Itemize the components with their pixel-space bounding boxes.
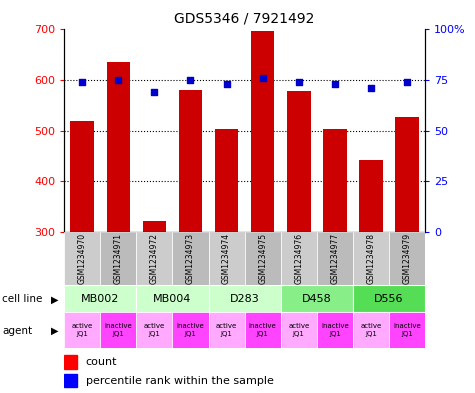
Text: D283: D283 xyxy=(230,294,259,304)
Bar xyxy=(215,129,238,384)
Text: GSM1234976: GSM1234976 xyxy=(294,233,303,284)
Point xyxy=(331,81,339,87)
Text: GSM1234978: GSM1234978 xyxy=(367,233,375,284)
Text: GSM1234971: GSM1234971 xyxy=(114,233,123,284)
Text: active
JQ1: active JQ1 xyxy=(144,323,165,337)
Text: active
JQ1: active JQ1 xyxy=(288,323,309,337)
Point xyxy=(295,79,303,85)
Bar xyxy=(353,232,389,285)
Bar xyxy=(251,31,275,384)
Point xyxy=(259,75,266,81)
Text: D458: D458 xyxy=(302,294,332,304)
Text: inactive
JQ1: inactive JQ1 xyxy=(393,323,421,337)
Text: GSM1234970: GSM1234970 xyxy=(78,233,86,284)
Bar xyxy=(64,285,136,312)
Bar xyxy=(389,312,425,348)
Text: GSM1234979: GSM1234979 xyxy=(403,233,411,284)
Bar xyxy=(281,285,353,312)
Text: D556: D556 xyxy=(374,294,404,304)
Text: active
JQ1: active JQ1 xyxy=(72,323,93,337)
Text: active
JQ1: active JQ1 xyxy=(361,323,381,337)
Text: GSM1234972: GSM1234972 xyxy=(150,233,159,284)
Bar xyxy=(395,117,419,384)
Bar xyxy=(64,355,77,369)
Text: inactive
JQ1: inactive JQ1 xyxy=(249,323,276,337)
Text: GSM1234977: GSM1234977 xyxy=(331,233,339,284)
Text: MB002: MB002 xyxy=(81,294,119,304)
Point xyxy=(78,79,86,85)
Text: MB004: MB004 xyxy=(153,294,191,304)
Text: ▶: ▶ xyxy=(51,326,59,336)
Bar xyxy=(142,221,166,384)
Bar xyxy=(64,374,77,387)
Bar xyxy=(172,312,209,348)
Bar xyxy=(64,312,100,348)
Bar xyxy=(64,232,100,285)
Text: ▶: ▶ xyxy=(51,294,59,305)
Bar xyxy=(70,121,94,384)
Text: count: count xyxy=(86,357,117,367)
Title: GDS5346 / 7921492: GDS5346 / 7921492 xyxy=(174,11,315,26)
Text: inactive
JQ1: inactive JQ1 xyxy=(321,323,349,337)
Bar xyxy=(136,312,172,348)
Bar xyxy=(136,285,209,312)
Bar xyxy=(100,232,136,285)
Text: cell line: cell line xyxy=(2,294,43,305)
Text: GSM1234973: GSM1234973 xyxy=(186,233,195,284)
Bar xyxy=(353,312,389,348)
Bar xyxy=(359,160,383,384)
Bar xyxy=(281,312,317,348)
Point xyxy=(151,89,158,95)
Point xyxy=(114,77,122,83)
Bar xyxy=(209,285,281,312)
Bar xyxy=(323,129,347,384)
Bar xyxy=(389,232,425,285)
Point xyxy=(187,77,194,83)
Bar xyxy=(209,232,245,285)
Text: GSM1234975: GSM1234975 xyxy=(258,233,267,284)
Bar xyxy=(179,90,202,384)
Bar xyxy=(245,232,281,285)
Bar xyxy=(172,232,209,285)
Text: agent: agent xyxy=(2,326,32,336)
Point xyxy=(223,81,230,87)
Text: GSM1234974: GSM1234974 xyxy=(222,233,231,284)
Point xyxy=(367,85,375,91)
Bar xyxy=(136,232,172,285)
Bar xyxy=(317,232,353,285)
Bar xyxy=(245,312,281,348)
Bar xyxy=(317,312,353,348)
Point xyxy=(403,79,411,85)
Text: percentile rank within the sample: percentile rank within the sample xyxy=(86,376,274,386)
Text: inactive
JQ1: inactive JQ1 xyxy=(104,323,132,337)
Bar xyxy=(100,312,136,348)
Bar xyxy=(106,62,130,384)
Bar xyxy=(353,285,425,312)
Bar xyxy=(209,312,245,348)
Bar xyxy=(287,91,311,384)
Text: active
JQ1: active JQ1 xyxy=(216,323,237,337)
Text: inactive
JQ1: inactive JQ1 xyxy=(177,323,204,337)
Bar xyxy=(281,232,317,285)
